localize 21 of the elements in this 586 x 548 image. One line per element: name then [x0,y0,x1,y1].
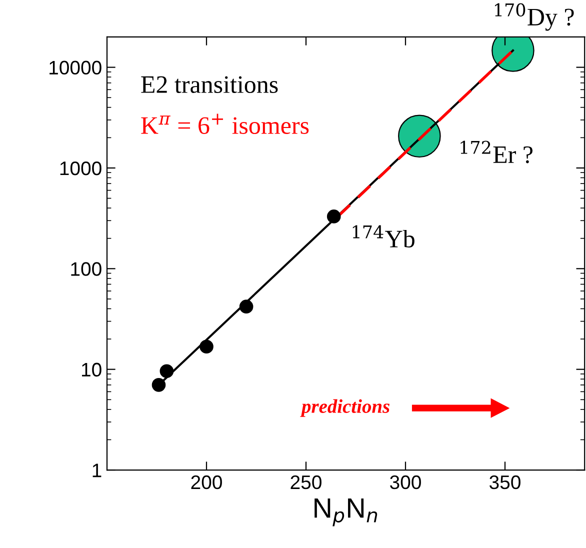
x-tick-label: 250 [290,475,322,490]
y-tick-label: 1 [92,464,102,478]
point [152,378,166,392]
point [239,300,254,314]
x-tick-label: 350 [490,475,520,490]
point [200,340,214,354]
point [160,364,174,378]
y-tick-label: 100 [71,262,102,276]
y-tick-label: 10 [82,362,102,377]
annotation: $^{170}$Dy ? [495,3,574,31]
x-axis-title: N$_{p}$N$_{n}$ [314,498,378,526]
annotation: $^{174}$Yb [352,225,414,248]
y-tick-label: 1000 [60,161,102,176]
annotation: $^{172}$Er ? [460,140,533,164]
point [326,210,341,224]
x-tick-label: 200 [191,475,222,490]
annotation: predictions [300,399,390,417]
annotation: E2 transitions [141,76,278,94]
x-tick-label: 300 [390,475,421,490]
y-tick-label: 10000 [50,60,102,75]
annotation: K$^{π}$ = 6$^{+}$ isomers [141,114,309,134]
